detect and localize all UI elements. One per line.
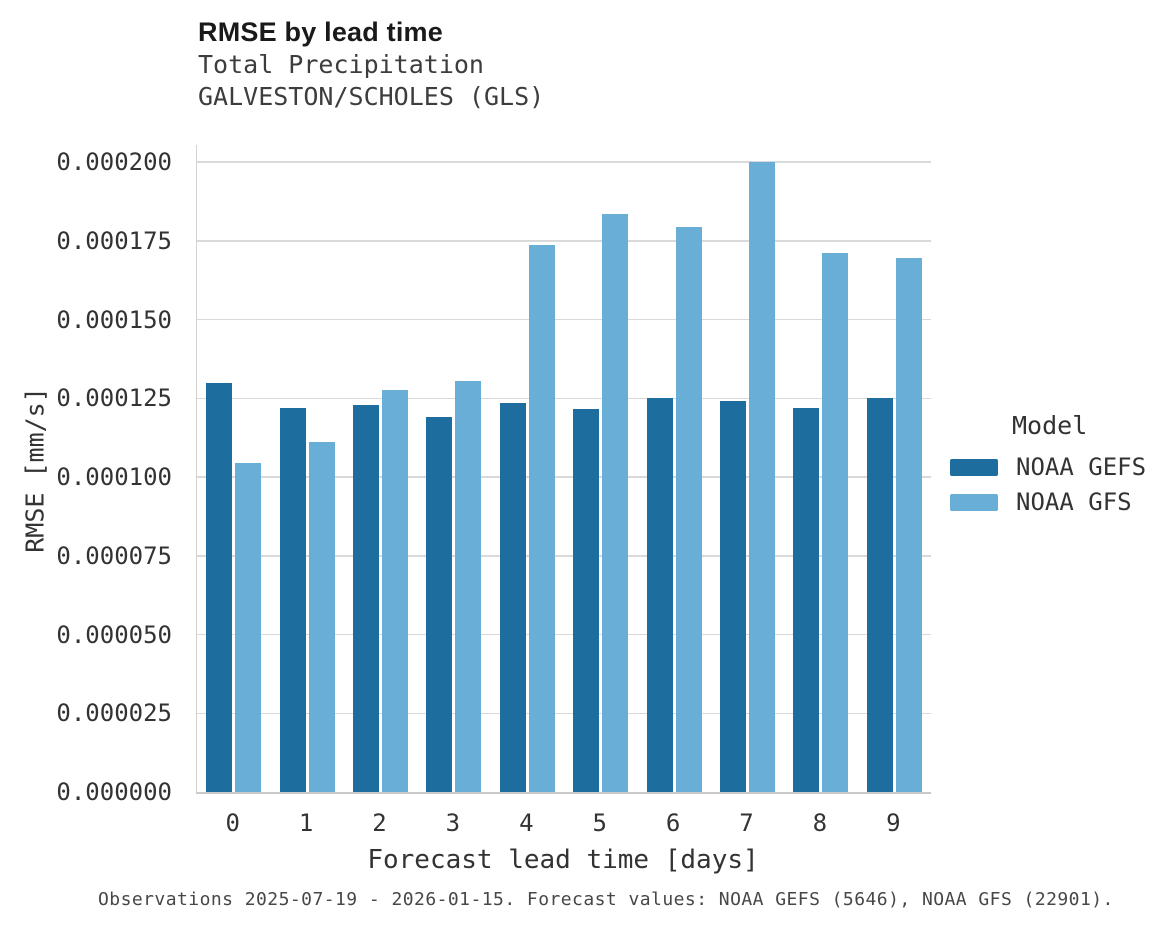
bar-noaa-gfs-day-6	[675, 226, 702, 792]
x-tick-label: 0	[225, 809, 240, 837]
legend-label: NOAA GFS	[1016, 488, 1132, 516]
x-axis-title: Forecast lead time [days]	[367, 845, 759, 875]
bar-noaa-gefs-day-4	[499, 402, 526, 792]
bar-noaa-gefs-day-2	[353, 404, 379, 792]
gridline	[197, 240, 931, 242]
gridline	[197, 555, 931, 557]
y-tick-label: 0.000125	[56, 384, 172, 413]
chart-subtitle-station: GALVESTON/SCHOLES (GLS)	[198, 82, 545, 111]
gridline	[197, 633, 931, 636]
bar-noaa-gfs-day-2	[382, 390, 408, 792]
y-tick-label: 0.000150	[56, 305, 172, 334]
x-tick-label: 3	[445, 809, 461, 837]
bar-noaa-gfs-day-7	[749, 162, 775, 792]
title-block: RMSE by lead time Total Precipitation GA…	[198, 16, 544, 113]
x-tick-label: 4	[519, 809, 534, 837]
y-tick-label: 0.000175	[56, 226, 172, 255]
bar-noaa-gfs-day-0	[235, 462, 262, 792]
y-tick-label: 0.000075	[56, 541, 172, 570]
y-tick-label: 0.000000	[56, 778, 172, 806]
x-tick-label: 9	[886, 809, 901, 837]
plot-area	[196, 145, 931, 794]
bar-noaa-gefs-day-7	[720, 401, 746, 792]
y-tick-label: 0.000025	[56, 699, 172, 728]
legend-rows: NOAA GEFS NOAA GFS	[950, 453, 1170, 516]
bar-noaa-gfs-day-9	[895, 258, 922, 792]
bar-noaa-gfs-day-4	[528, 245, 555, 792]
bar-noaa-gfs-day-8	[822, 253, 849, 792]
x-tick-label: 6	[665, 809, 681, 837]
bar-noaa-gefs-day-9	[866, 398, 893, 792]
chart-title: RMSE by lead time	[198, 17, 443, 47]
bar-noaa-gefs-day-3	[426, 417, 453, 792]
bar-noaa-gefs-day-1	[279, 407, 306, 792]
legend-swatch-icon	[950, 493, 998, 511]
chart-subtitle-variable: Total Precipitation	[198, 50, 484, 79]
gridline	[197, 712, 931, 714]
bar-noaa-gfs-day-3	[455, 380, 482, 792]
gridline	[197, 476, 931, 478]
gridline	[197, 161, 931, 163]
x-tick-label: 7	[739, 809, 754, 837]
legend-swatch-icon	[950, 458, 998, 476]
bar-noaa-gfs-day-5	[602, 213, 629, 792]
bar-noaa-gefs-day-8	[793, 407, 820, 792]
bar-noaa-gfs-day-1	[308, 442, 335, 792]
legend-label: NOAA GEFS	[1016, 453, 1147, 481]
y-tick-label: 0.000050	[56, 620, 172, 649]
x-tick-label: 1	[298, 809, 314, 837]
x-tick-label: 8	[812, 809, 828, 837]
bar-noaa-gefs-day-0	[206, 382, 233, 792]
bar-noaa-gefs-day-5	[573, 409, 600, 792]
bar-noaa-gefs-day-6	[646, 398, 673, 792]
legend: Model NOAA GEFS NOAA GFS	[950, 411, 1170, 523]
legend-title: Model	[1012, 411, 1088, 440]
legend-item: NOAA GEFS	[950, 453, 1170, 481]
legend-item: NOAA GFS	[950, 488, 1170, 516]
y-tick-label: 0.000200	[56, 148, 172, 176]
caption: Observations 2025-07-19 - 2026-01-15. Fo…	[98, 889, 1114, 910]
x-tick-label: 2	[372, 809, 387, 837]
gridline	[197, 318, 931, 321]
x-tick-label: 5	[592, 809, 607, 837]
y-tick-label: 0.000100	[56, 463, 172, 491]
gridline	[197, 397, 931, 399]
